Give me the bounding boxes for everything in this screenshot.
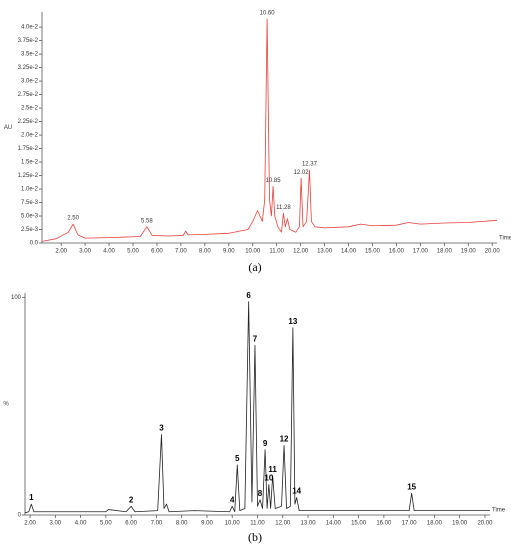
y-tick-label: 3.25e-2 — [18, 65, 39, 71]
x-tick-label: 5.00 — [100, 521, 112, 527]
x-tick-label: 12.00 — [293, 249, 309, 255]
x-tick-label: 20.00 — [477, 521, 493, 527]
peak-label: 8 — [258, 489, 263, 498]
trace — [41, 18, 498, 242]
peak-label: 15 — [407, 482, 416, 491]
y-tick-label: 2.5e-3 — [21, 227, 39, 233]
caption: (b) — [248, 530, 262, 544]
x-tick-label: 18.00 — [437, 249, 453, 255]
x-tick-label: 16.00 — [389, 249, 405, 255]
x-tick-label: 3.00 — [49, 521, 61, 527]
y-tick-label: 2.0e-2 — [21, 133, 39, 139]
y-tick-label: 0 — [18, 513, 22, 519]
x-tick-label: 10.00 — [225, 521, 241, 527]
x-tick-label: 17.00 — [402, 521, 418, 527]
x-tick-label: 11.00 — [250, 521, 265, 527]
y-tick-label: 0.0 — [30, 241, 39, 247]
x-tick-label: 20.00 — [485, 249, 501, 255]
x-tick-label: 6.00 — [125, 521, 137, 527]
x-tick-label: 14.00 — [326, 521, 342, 527]
peak-label: 10.85 — [266, 178, 282, 184]
caption: (a) — [248, 260, 261, 274]
x-tick-label: 11.00 — [269, 249, 284, 255]
y-tick-label: 1.0e-2 — [21, 187, 39, 193]
x-tick-label: 2.00 — [24, 521, 36, 527]
peak-label: 2 — [129, 495, 134, 504]
peak-label: 7 — [253, 334, 258, 343]
x-tick-label: 4.00 — [103, 249, 115, 255]
x-tick-label: 9.00 — [223, 249, 235, 255]
peak-label: 4 — [230, 495, 235, 504]
peak-label: 6 — [246, 291, 251, 300]
x-tick-label: 7.00 — [151, 521, 163, 527]
peak-label: 1 — [29, 493, 34, 502]
peak-label: 10 — [264, 474, 273, 483]
y-tick-label: 100 — [11, 295, 22, 301]
x-tick-label: 2.00 — [55, 249, 67, 255]
x-tick-label: 13.00 — [317, 249, 333, 255]
y-tick-label: 3.75e-2 — [18, 38, 39, 44]
x-tick-label: 15.00 — [351, 521, 367, 527]
peak-label: 11.28 — [276, 205, 291, 211]
y-axis-label: % — [3, 402, 9, 408]
y-tick-label: 1.5e-2 — [21, 160, 39, 166]
x-tick-label: 18.00 — [427, 521, 443, 527]
trace — [24, 301, 490, 514]
peak-label: 12.02 — [294, 170, 310, 176]
x-tick-label: 8.00 — [199, 249, 211, 255]
peak-label: 11 — [268, 465, 277, 474]
x-tick-label: 14.00 — [341, 249, 357, 255]
x-tick-label: 8.00 — [176, 521, 188, 527]
peak-label: 13 — [288, 317, 297, 326]
y-tick-label: 3.5e-2 — [21, 52, 39, 58]
peak-label: 12 — [280, 434, 289, 443]
y-tick-label: 1.25e-2 — [18, 173, 39, 179]
x-tick-label: 15.00 — [365, 249, 381, 255]
x-tick-label: 3.00 — [79, 249, 91, 255]
x-tick-label: 16.00 — [376, 521, 392, 527]
y-tick-label: 2.5e-2 — [21, 106, 39, 112]
y-axis-label: AU — [4, 125, 12, 131]
x-tick-label: 7.00 — [175, 249, 187, 255]
y-tick-label: 2.75e-2 — [18, 92, 39, 98]
x-tick-label: 13.00 — [301, 521, 317, 527]
y-tick-label: 2.25e-2 — [18, 119, 39, 125]
y-tick-label: 3.0e-2 — [21, 79, 39, 85]
x-tick-label: 12.00 — [275, 521, 291, 527]
x-tick-label: 10.00 — [245, 249, 261, 255]
peak-label: 2.50 — [67, 216, 79, 222]
peak-label: 5 — [235, 454, 240, 463]
x-tick-label: 17.00 — [413, 249, 429, 255]
peak-label: 10.60 — [260, 11, 276, 17]
x-axis-label: Time — [492, 508, 506, 514]
x-tick-label: 5.00 — [127, 249, 139, 255]
peak-label: 12.37 — [302, 162, 318, 168]
peak-label: 14 — [292, 487, 301, 496]
x-tick-label: 19.00 — [452, 521, 468, 527]
x-tick-label: 9.00 — [201, 521, 213, 527]
peak-label: 5.58 — [141, 218, 153, 224]
x-tick-label: 6.00 — [151, 249, 163, 255]
y-tick-label: 4.0e-2 — [21, 25, 39, 31]
x-tick-label: 19.00 — [461, 249, 477, 255]
y-tick-label: 5.0e-3 — [21, 214, 39, 220]
peak-label: 9 — [263, 439, 268, 448]
x-tick-label: 4.00 — [75, 521, 87, 527]
peak-label: 3 — [159, 424, 164, 433]
y-tick-label: 7.5e-3 — [21, 200, 39, 206]
x-axis-label: Time — [499, 236, 511, 242]
y-tick-label: 1.75e-2 — [18, 146, 39, 152]
